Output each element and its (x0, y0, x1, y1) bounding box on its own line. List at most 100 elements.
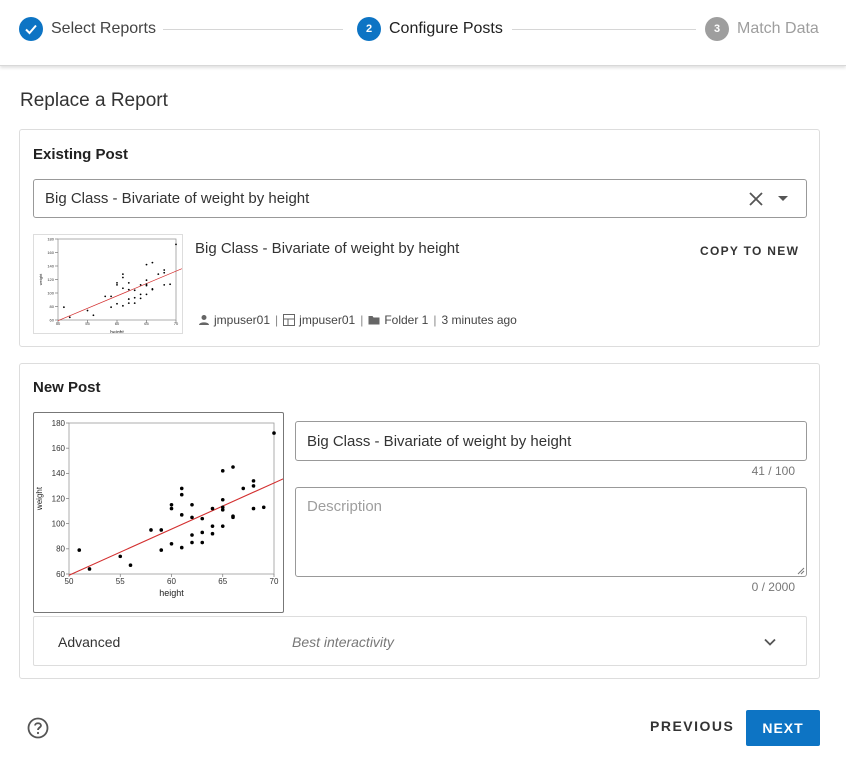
resize-grip-icon[interactable] (797, 567, 805, 575)
data-point (139, 284, 142, 286)
advanced-value: Best interactivity (292, 634, 394, 650)
data-point (220, 469, 225, 473)
data-point (163, 271, 166, 274)
data-point (179, 513, 184, 517)
y-tick-label: 120 (47, 277, 54, 282)
data-point (200, 530, 205, 535)
data-point (92, 314, 95, 317)
step-label: Configure Posts (389, 20, 503, 37)
new-post-card: New Post 50 55 60 65 70 60 80 100 120 140 160 180 he… (19, 363, 820, 679)
page-title: Replace a Report (20, 90, 168, 111)
new-post-chart: 50 55 60 65 70 60 80 100 120 140 160 180 height weigh… (35, 419, 285, 598)
description-input[interactable] (296, 488, 806, 576)
step-select-reports[interactable]: Select Reports (19, 16, 156, 42)
data-point (190, 540, 194, 545)
step-label: Match Data (737, 20, 819, 37)
y-tick-label: 160 (52, 444, 66, 453)
step-label: Select Reports (51, 20, 156, 37)
data-point (127, 302, 130, 305)
title-char-counter: 41 / 100 (751, 464, 795, 478)
y-tick-label: 100 (47, 290, 54, 295)
space-icon (283, 314, 296, 326)
data-point (179, 486, 184, 491)
y-tick-label: 140 (47, 263, 54, 268)
existing-post-card: Existing Post Big Class - Bivariate of w… (19, 129, 820, 347)
existing-chart: 50 55 60 65 70 60 80 100 120 140 160 180 height weigh… (38, 236, 183, 336)
step-connector (512, 29, 696, 30)
data-point (145, 279, 148, 282)
data-point (210, 524, 215, 528)
data-point (104, 295, 107, 298)
data-point (87, 567, 92, 571)
data-point (169, 542, 174, 546)
meta-folder: Folder 1 (384, 313, 429, 327)
y-axis-label: weight (35, 486, 44, 511)
data-point (251, 506, 256, 511)
data-point (133, 296, 136, 299)
help-icon[interactable] (27, 717, 49, 739)
data-point (86, 309, 89, 312)
data-point (159, 528, 164, 532)
y-tick-label: 60 (56, 570, 65, 579)
previous-button[interactable]: PREVIOUS (650, 718, 735, 734)
data-point (220, 505, 225, 510)
data-point (122, 287, 124, 290)
data-point (179, 492, 184, 497)
step-connector (163, 29, 343, 30)
new-post-thumbnail: 50 55 60 65 70 60 80 100 120 140 160 180 height weigh… (33, 412, 285, 613)
data-point (68, 316, 71, 319)
data-point (145, 283, 148, 286)
step-number: 3 (705, 17, 729, 41)
advanced-expander[interactable]: Advanced Best interactivity (33, 616, 807, 666)
data-point (169, 502, 174, 507)
data-point (210, 531, 215, 536)
step-match-data[interactable]: 3 Match Data (705, 16, 819, 42)
existing-post-name: Big Class - Bivariate of weight by heigh… (195, 240, 460, 257)
y-tick-label: 140 (52, 469, 66, 478)
data-point (190, 515, 194, 520)
step-configure-posts[interactable]: 2 Configure Posts (357, 16, 503, 42)
fit-line (68, 477, 285, 576)
data-point (251, 484, 256, 488)
y-axis-label: weight (38, 273, 43, 285)
data-point (116, 302, 118, 305)
x-tick-label: 70 (174, 321, 179, 326)
data-point (251, 479, 256, 483)
next-button[interactable]: NEXT (746, 710, 820, 746)
data-point (200, 540, 205, 545)
existing-post-select[interactable]: Big Class - Bivariate of weight by heigh… (33, 179, 807, 218)
data-point (110, 295, 112, 298)
data-point (175, 243, 177, 246)
y-tick-label: 80 (56, 545, 65, 554)
data-point (133, 289, 136, 292)
data-point (145, 263, 148, 266)
fit-line (57, 268, 183, 321)
data-point (169, 506, 174, 511)
data-point (127, 281, 130, 284)
data-point (151, 261, 154, 264)
data-point (127, 288, 130, 291)
close-icon[interactable] (746, 189, 766, 209)
section-title: New Post (33, 379, 101, 396)
post-title-field[interactable] (295, 421, 807, 461)
step-number: 2 (357, 17, 381, 41)
select-value: Big Class - Bivariate of weight by heigh… (45, 190, 310, 207)
data-point (241, 486, 246, 491)
data-point (190, 502, 194, 507)
advanced-label: Advanced (58, 634, 121, 650)
data-point (122, 276, 124, 279)
post-title-input[interactable] (296, 422, 806, 460)
data-point (163, 269, 166, 271)
x-tick-label: 55 (85, 321, 90, 326)
data-point (190, 533, 194, 537)
person-icon (199, 315, 209, 325)
plot-frame (57, 238, 177, 321)
data-point (118, 554, 123, 559)
data-point (116, 281, 118, 284)
description-field[interactable] (295, 487, 807, 577)
data-point (261, 505, 266, 510)
caret-down-icon[interactable] (778, 196, 788, 201)
copy-to-new-button[interactable]: COPY TO NEW (700, 244, 800, 258)
data-point (122, 273, 124, 275)
data-point (200, 516, 205, 521)
